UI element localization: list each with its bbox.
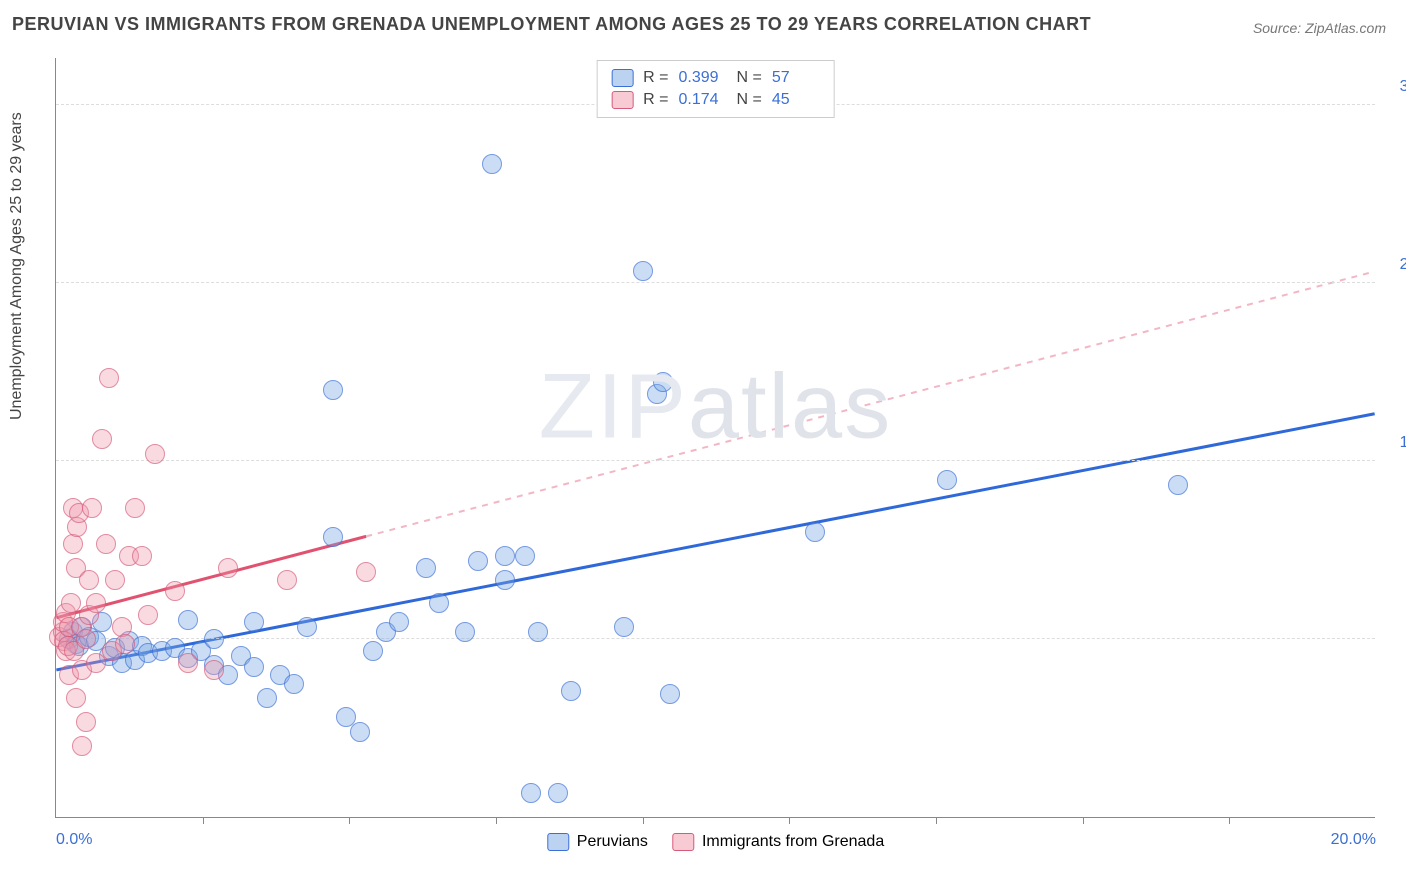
swatch-blue-icon: [611, 69, 633, 87]
r-value-grenada: 0.174: [679, 91, 727, 109]
data-point-peruvians: [323, 527, 343, 547]
data-point-peruvians: [482, 154, 502, 174]
chart-container: PERUVIAN VS IMMIGRANTS FROM GRENADA UNEM…: [0, 0, 1406, 892]
legend-item-grenada: Immigrants from Grenada: [672, 833, 884, 851]
legend-label-grenada: Immigrants from Grenada: [702, 833, 884, 851]
data-point-grenada: [76, 712, 96, 732]
data-point-peruvians: [528, 622, 548, 642]
x-tick: [643, 817, 644, 824]
trendlines-svg: [56, 58, 1375, 817]
data-point-grenada: [105, 570, 125, 590]
x-tick: [789, 817, 790, 824]
stats-row-grenada: R = 0.174 N = 45: [611, 89, 820, 111]
data-point-grenada: [72, 736, 92, 756]
data-point-peruvians: [389, 612, 409, 632]
data-point-peruvians: [416, 558, 436, 578]
x-tick: [349, 817, 350, 824]
n-label: N =: [737, 69, 762, 87]
swatch-pink-icon: [611, 91, 633, 109]
data-point-peruvians: [363, 641, 383, 661]
data-point-peruvians: [633, 261, 653, 281]
source-label: Source: ZipAtlas.com: [1253, 20, 1386, 36]
gridline: [56, 460, 1375, 461]
data-point-peruvians: [455, 622, 475, 642]
data-point-peruvians: [495, 546, 515, 566]
data-point-grenada: [356, 562, 376, 582]
data-point-grenada: [178, 653, 198, 673]
data-point-peruvians: [284, 674, 304, 694]
data-point-peruvians: [653, 372, 673, 392]
data-point-grenada: [218, 558, 238, 578]
data-point-peruvians: [548, 783, 568, 803]
data-point-grenada: [79, 570, 99, 590]
stats-row-peruvians: R = 0.399 N = 57: [611, 67, 820, 89]
legend-item-peruvians: Peruvians: [547, 833, 648, 851]
x-tick: [203, 817, 204, 824]
data-point-peruvians: [257, 688, 277, 708]
swatch-pink-icon: [672, 833, 694, 851]
y-tick-label: 22.5%: [1385, 256, 1406, 274]
x-tick-label-max: 20.0%: [1331, 831, 1376, 849]
gridline: [56, 638, 1375, 639]
data-point-peruvians: [495, 570, 515, 590]
x-tick: [936, 817, 937, 824]
x-tick: [1083, 817, 1084, 824]
stats-legend: R = 0.399 N = 57 R = 0.174 N = 45: [596, 60, 835, 118]
swatch-blue-icon: [547, 833, 569, 851]
data-point-peruvians: [515, 546, 535, 566]
trendline-dashed-grenada: [366, 271, 1374, 536]
data-point-peruvians: [937, 470, 957, 490]
data-point-peruvians: [204, 629, 224, 649]
y-axis-label: Unemployment Among Ages 25 to 29 years: [8, 112, 26, 420]
data-point-peruvians: [297, 617, 317, 637]
n-value-peruvians: 57: [772, 69, 820, 87]
data-point-grenada: [277, 570, 297, 590]
data-point-grenada: [204, 660, 224, 680]
data-point-peruvians: [429, 593, 449, 613]
data-point-grenada: [125, 498, 145, 518]
n-value-grenada: 45: [772, 91, 820, 109]
data-point-grenada: [165, 581, 185, 601]
watermark: ZIPatlas: [539, 355, 892, 460]
y-tick-label: 30.0%: [1385, 78, 1406, 96]
x-tick-label-min: 0.0%: [56, 831, 92, 849]
data-point-grenada: [115, 634, 135, 654]
data-point-peruvians: [561, 681, 581, 701]
data-point-grenada: [99, 368, 119, 388]
legend-label-peruvians: Peruvians: [577, 833, 648, 851]
data-point-grenada: [138, 605, 158, 625]
data-point-grenada: [82, 498, 102, 518]
data-point-grenada: [92, 429, 112, 449]
data-point-peruvians: [1168, 475, 1188, 495]
data-point-peruvians: [244, 657, 264, 677]
x-tick: [496, 817, 497, 824]
data-point-peruvians: [521, 783, 541, 803]
plot-area: ZIPatlas R = 0.399 N = 57 R = 0.174 N = …: [55, 58, 1375, 818]
chart-title: PERUVIAN VS IMMIGRANTS FROM GRENADA UNEM…: [12, 14, 1091, 35]
data-point-peruvians: [178, 610, 198, 630]
data-point-peruvians: [323, 380, 343, 400]
x-tick: [1229, 817, 1230, 824]
data-point-grenada: [145, 444, 165, 464]
data-point-grenada: [96, 534, 116, 554]
data-point-peruvians: [660, 684, 680, 704]
n-label: N =: [737, 91, 762, 109]
data-point-peruvians: [244, 612, 264, 632]
gridline: [56, 282, 1375, 283]
data-point-peruvians: [350, 722, 370, 742]
r-label: R =: [643, 91, 668, 109]
data-point-grenada: [76, 629, 96, 649]
data-point-grenada: [86, 593, 106, 613]
y-tick-label: 7.5%: [1385, 612, 1406, 630]
data-point-peruvians: [614, 617, 634, 637]
data-point-grenada: [66, 688, 86, 708]
r-label: R =: [643, 69, 668, 87]
data-point-grenada: [61, 593, 81, 613]
data-point-grenada: [132, 546, 152, 566]
data-point-peruvians: [468, 551, 488, 571]
r-value-peruvians: 0.399: [679, 69, 727, 87]
series-legend: Peruvians Immigrants from Grenada: [547, 833, 884, 851]
data-point-peruvians: [805, 522, 825, 542]
y-tick-label: 15.0%: [1385, 434, 1406, 452]
